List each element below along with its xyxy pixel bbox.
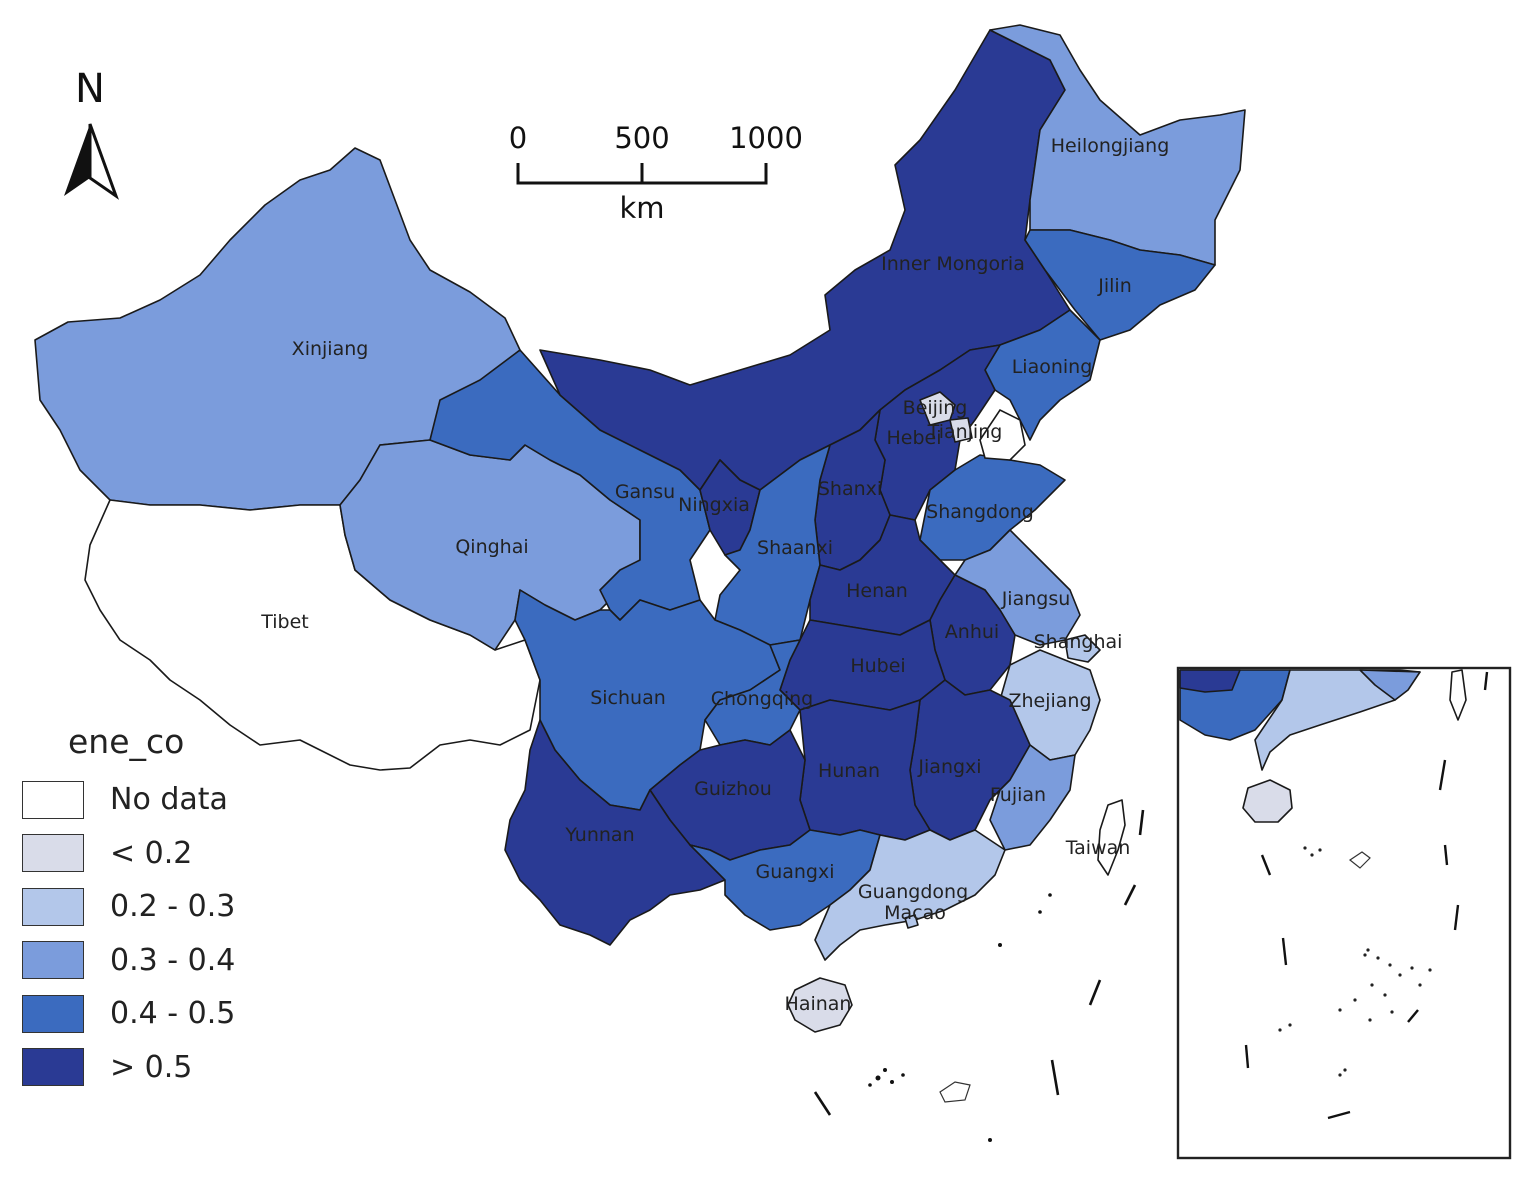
label-guangdong: Guangdong — [858, 881, 968, 903]
inset-yunnan — [1179, 669, 1241, 693]
scale-tick-1000: 1000 — [729, 121, 803, 155]
nine-dash-line — [813, 809, 1145, 1116]
bohai-sea — [979, 408, 1026, 461]
north-arrow-label: N — [75, 66, 105, 112]
label-guizhou: Guizhou — [694, 778, 772, 800]
label-tibet: Tibet — [260, 611, 309, 633]
inset-frame — [1176, 666, 1512, 1160]
north-arrow: N — [60, 66, 120, 205]
legend-item: 0.3 - 0.4 — [22, 934, 235, 988]
label-jilin: Jilin — [1097, 275, 1131, 297]
legend-swatch — [22, 834, 84, 873]
label-beijing: Beijing — [903, 397, 968, 419]
province-yunnan — [504, 719, 726, 946]
legend-title: ene_co — [68, 722, 185, 761]
inset-reef — [1348, 851, 1371, 869]
label-sichuan: Sichuan — [590, 687, 666, 709]
south-sea-islands — [868, 893, 1052, 1142]
label-taiwan: Taiwan — [1065, 837, 1131, 859]
label-zhejiang: Zhejiang — [1008, 690, 1091, 712]
scale-unit: km — [619, 191, 664, 225]
legend-label: > 0.5 — [110, 1049, 193, 1085]
label-jiangxi: Jiangxi — [917, 756, 981, 778]
label-fujian: Fujian — [990, 784, 1046, 806]
legend-item: > 0.5 — [22, 1041, 235, 1095]
province-jilin — [1024, 229, 1216, 341]
label-inner-mongolia: Inner Mongoria — [881, 253, 1025, 275]
legend-label: < 0.2 — [110, 835, 193, 871]
label-xinjiang: Xinjiang — [292, 338, 369, 360]
province-macao — [904, 914, 919, 929]
legend-label: 0.4 - 0.5 — [110, 996, 236, 1032]
label-tianjin: Tianjing — [927, 421, 1003, 443]
label-hebei: Hebei — [886, 427, 941, 449]
province-beijing — [919, 391, 956, 426]
north-arrow-left-half — [64, 124, 90, 196]
province-tianjin — [949, 417, 973, 443]
province-fujian — [989, 744, 1076, 851]
label-gansu: Gansu — [615, 481, 675, 503]
provinces-layer — [34, 24, 1246, 1033]
legend-item: 0.4 - 0.5 — [22, 987, 235, 1041]
scale-tick-500: 500 — [614, 121, 669, 155]
legend-swatch — [22, 887, 84, 926]
label-shandong: Shangdong — [926, 501, 1034, 523]
label-shanghai: Shanghai — [1034, 631, 1123, 653]
label-yunnan: Yunnan — [564, 824, 634, 846]
south-sea-reef — [939, 1081, 971, 1103]
label-chongqing: Chongqing — [711, 688, 813, 710]
label-guangxi: Guangxi — [755, 861, 834, 883]
label-shaanxi: Shaanxi — [757, 537, 833, 559]
legend-swatch — [22, 1048, 84, 1087]
legend-swatch — [22, 994, 84, 1033]
province-hainan — [787, 977, 853, 1033]
legend-swatch — [22, 780, 84, 819]
legend-swatch — [22, 941, 84, 980]
label-qinghai: Qinghai — [455, 536, 528, 558]
inset-dash-line — [1244, 671, 1489, 1120]
legend: ene_co No data < 0.2 0.2 - 0.3 0.3 - 0.4… — [22, 722, 235, 1094]
legend-label: 0.3 - 0.4 — [110, 942, 236, 978]
label-shanxi: Shanxi — [818, 478, 882, 500]
label-hunan: Hunan — [818, 760, 880, 782]
south-china-sea-inset — [1176, 666, 1512, 1160]
label-hubei: Hubei — [850, 655, 905, 677]
label-anhui: Anhui — [945, 621, 999, 643]
label-jiangsu: Jiangsu — [1001, 588, 1071, 610]
inset-taiwan — [1449, 669, 1467, 721]
inset-hainan — [1242, 779, 1293, 823]
north-arrow-right-half — [88, 123, 120, 200]
label-heilongjiang: Heilongjiang — [1051, 135, 1170, 157]
legend-label: No data — [110, 782, 228, 818]
label-henan: Henan — [846, 580, 908, 602]
label-hainan: Hainan — [785, 993, 852, 1015]
label-liaoning: Liaoning — [1012, 356, 1093, 378]
inset-islands — [1278, 846, 1432, 1077]
label-ningxia: Ningxia — [678, 494, 750, 516]
scale-tick-0: 0 — [509, 121, 527, 155]
label-macao: Macao — [884, 902, 946, 924]
inset-fujian — [1359, 669, 1421, 701]
province-labels: Xinjiang Tibet Qinghai Gansu Inner Mongo… — [260, 135, 1169, 1015]
province-taiwan — [1097, 799, 1126, 876]
legend-label: 0.2 - 0.3 — [110, 889, 236, 925]
scale-bar-line — [516, 163, 768, 185]
legend-item: < 0.2 — [22, 827, 235, 881]
scale-bar: 0 500 1000 km — [509, 121, 803, 225]
province-shanghai — [1064, 634, 1101, 663]
legend-item: 0.2 - 0.3 — [22, 880, 235, 934]
legend-item: No data — [22, 773, 235, 827]
